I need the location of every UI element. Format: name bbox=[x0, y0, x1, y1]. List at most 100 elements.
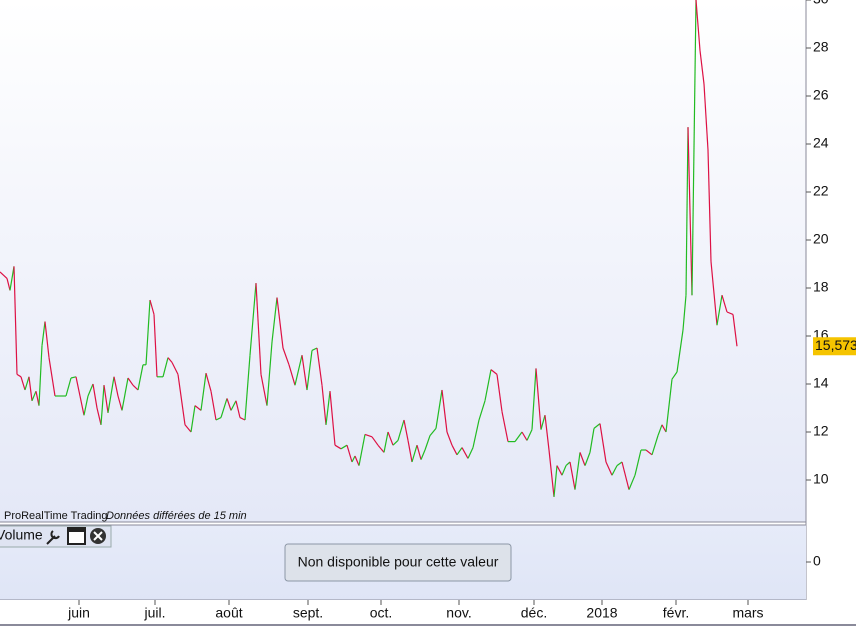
price-segment bbox=[325, 391, 331, 425]
price-segment bbox=[540, 415, 546, 430]
y-tick-label: 20 bbox=[813, 231, 829, 247]
price-segment bbox=[707, 149, 712, 262]
price-segment bbox=[184, 424, 192, 433]
price-segment bbox=[13, 266, 18, 375]
price-segment bbox=[24, 376, 30, 391]
price-segment bbox=[44, 321, 50, 358]
price-segment bbox=[435, 389, 443, 429]
y-tick-label: 12 bbox=[813, 423, 829, 439]
price-segment bbox=[127, 377, 134, 386]
price-segment bbox=[710, 261, 718, 326]
price-segment bbox=[574, 452, 581, 490]
y-tick-label: 28 bbox=[813, 39, 829, 55]
y-tick-label: 18 bbox=[813, 279, 829, 295]
price-segment bbox=[282, 347, 290, 366]
price-segment bbox=[424, 435, 431, 451]
price-segment bbox=[584, 452, 591, 466]
price-segment bbox=[377, 444, 385, 453]
price-segment bbox=[6, 278, 11, 291]
y-tick-label: 26 bbox=[813, 87, 829, 103]
price-segment bbox=[65, 377, 72, 397]
price-segment bbox=[346, 445, 353, 463]
price-segment bbox=[645, 449, 653, 456]
price-segment bbox=[132, 384, 139, 391]
price-segment bbox=[79, 395, 85, 416]
price-segment bbox=[472, 419, 480, 448]
price-segment bbox=[288, 364, 296, 386]
price-segment bbox=[420, 449, 426, 460]
price-segment bbox=[416, 445, 422, 460]
price-segment bbox=[334, 444, 342, 450]
volume-message: Non disponible pour cette valeur bbox=[298, 554, 499, 570]
price-segment bbox=[220, 398, 228, 418]
price-segment bbox=[621, 461, 630, 490]
price-segment bbox=[703, 83, 709, 151]
close-cross bbox=[93, 531, 103, 541]
price-segment bbox=[682, 295, 687, 331]
price-segment bbox=[411, 445, 418, 463]
volume-y-tick-label: 0 bbox=[813, 553, 821, 569]
price-segment bbox=[16, 373, 22, 378]
x-tick-label: nov. bbox=[446, 605, 471, 621]
price-segment bbox=[548, 449, 555, 497]
price-segment bbox=[48, 357, 56, 397]
price-segment bbox=[565, 461, 571, 467]
price-segment bbox=[316, 347, 323, 386]
price-segment bbox=[467, 447, 474, 459]
price-segment bbox=[446, 431, 453, 446]
price-segment bbox=[501, 411, 509, 442]
price-segment bbox=[215, 417, 222, 421]
price-segment bbox=[121, 377, 129, 411]
price-segment bbox=[306, 350, 313, 391]
price-segment bbox=[478, 400, 486, 421]
price-segment bbox=[732, 314, 738, 347]
settings-icon[interactable] bbox=[46, 530, 60, 545]
price-segment bbox=[153, 314, 158, 377]
price-segment bbox=[83, 395, 89, 416]
price-segment bbox=[611, 465, 618, 476]
right-axis-area bbox=[806, 0, 856, 629]
price-segment bbox=[579, 452, 586, 466]
price-segment bbox=[92, 383, 98, 409]
price-segment bbox=[556, 465, 563, 476]
price-segment bbox=[657, 424, 663, 436]
price-segment bbox=[721, 295, 728, 313]
price-segment bbox=[28, 376, 33, 401]
price-segment bbox=[531, 368, 537, 430]
price-segment bbox=[0, 271, 8, 279]
price-segment bbox=[661, 424, 667, 433]
x-tick-label: déc. bbox=[521, 605, 547, 621]
price-segment bbox=[244, 355, 251, 421]
price-segment bbox=[266, 341, 273, 406]
price-segment bbox=[441, 389, 448, 433]
y-tick-label: 10 bbox=[813, 471, 829, 487]
price-segment bbox=[593, 423, 601, 429]
last-value-box bbox=[813, 337, 856, 356]
price-segment bbox=[137, 364, 144, 391]
volume-title: Volume bbox=[0, 527, 43, 543]
price-segment bbox=[167, 357, 173, 363]
price-segment bbox=[429, 428, 437, 436]
price-segment bbox=[177, 374, 186, 425]
price-segment bbox=[676, 329, 684, 373]
price-segment bbox=[371, 436, 379, 446]
price-panel bbox=[0, 0, 806, 522]
price-segment bbox=[351, 455, 356, 463]
price-segment bbox=[456, 447, 463, 456]
price-segment bbox=[521, 431, 528, 441]
last-value-label: 15,573 bbox=[815, 337, 856, 353]
price-segment bbox=[358, 434, 366, 466]
price-segment bbox=[75, 376, 81, 397]
x-tick-label: févr. bbox=[663, 605, 689, 621]
window-icon-bar bbox=[68, 528, 85, 532]
x-tick-label: sept. bbox=[293, 605, 323, 621]
price-segment bbox=[403, 419, 409, 441]
price-segment bbox=[162, 357, 169, 377]
price-segment bbox=[100, 385, 105, 425]
price-segment bbox=[671, 371, 678, 380]
price-segment bbox=[103, 385, 109, 413]
price-segment bbox=[117, 395, 123, 411]
price-segment bbox=[301, 355, 308, 391]
price-segment bbox=[695, 0, 701, 51]
